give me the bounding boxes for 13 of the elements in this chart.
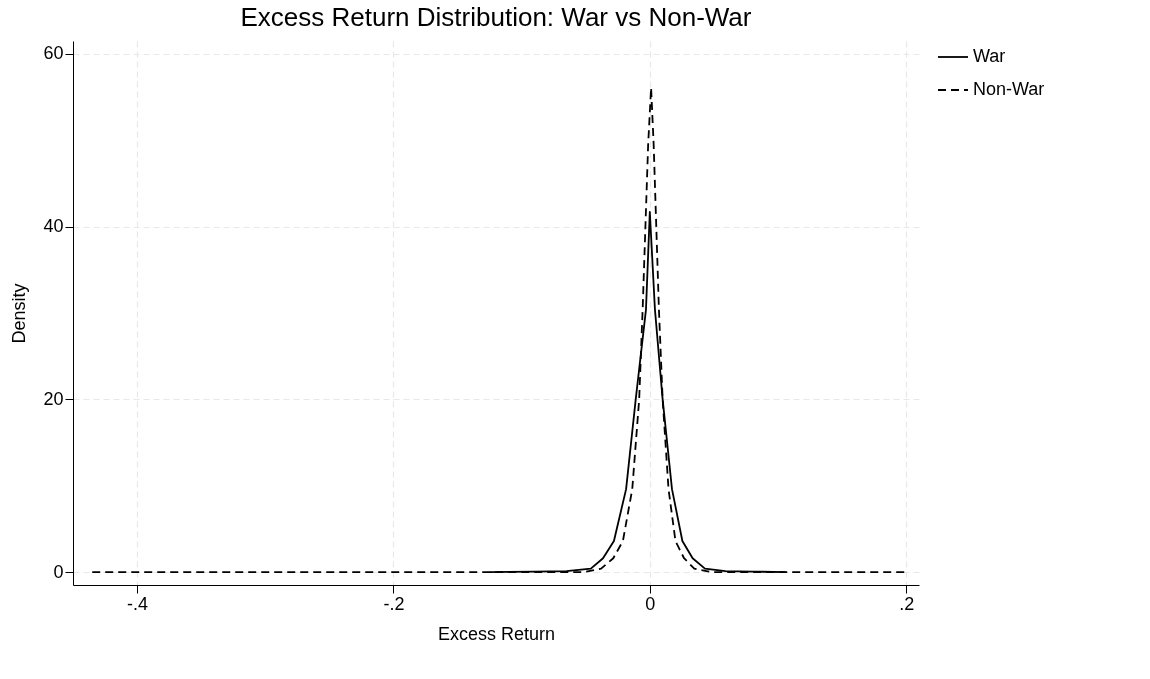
chart-title: Excess Return Distribution: War vs Non-War	[240, 2, 752, 32]
legend-label: War	[973, 46, 1006, 66]
y-tick-label: 60	[43, 43, 64, 64]
y-tick-label: 40	[43, 216, 64, 237]
x-tick-label: .2	[899, 593, 915, 614]
x-tick-label: -.2	[383, 593, 405, 614]
legend-label: Non-War	[973, 79, 1045, 99]
x-tick-label: 0	[645, 593, 656, 614]
y-tick-label: 20	[43, 388, 64, 409]
y-axis-title: Density	[9, 283, 30, 344]
y-tick-label: 0	[53, 561, 64, 582]
x-axis-title: Excess Return	[437, 623, 556, 644]
x-tick-label: -.4	[127, 593, 149, 614]
